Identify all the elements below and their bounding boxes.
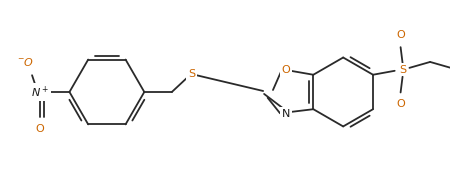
Text: O: O (35, 124, 44, 134)
Text: S: S (399, 65, 406, 75)
Text: $N^+$: $N^+$ (31, 84, 49, 100)
Text: O: O (396, 30, 405, 40)
Text: $^{-}O$: $^{-}O$ (16, 57, 34, 68)
Text: S: S (188, 69, 195, 79)
Text: O: O (281, 65, 290, 75)
Text: N: N (281, 109, 290, 119)
Text: O: O (396, 99, 405, 109)
